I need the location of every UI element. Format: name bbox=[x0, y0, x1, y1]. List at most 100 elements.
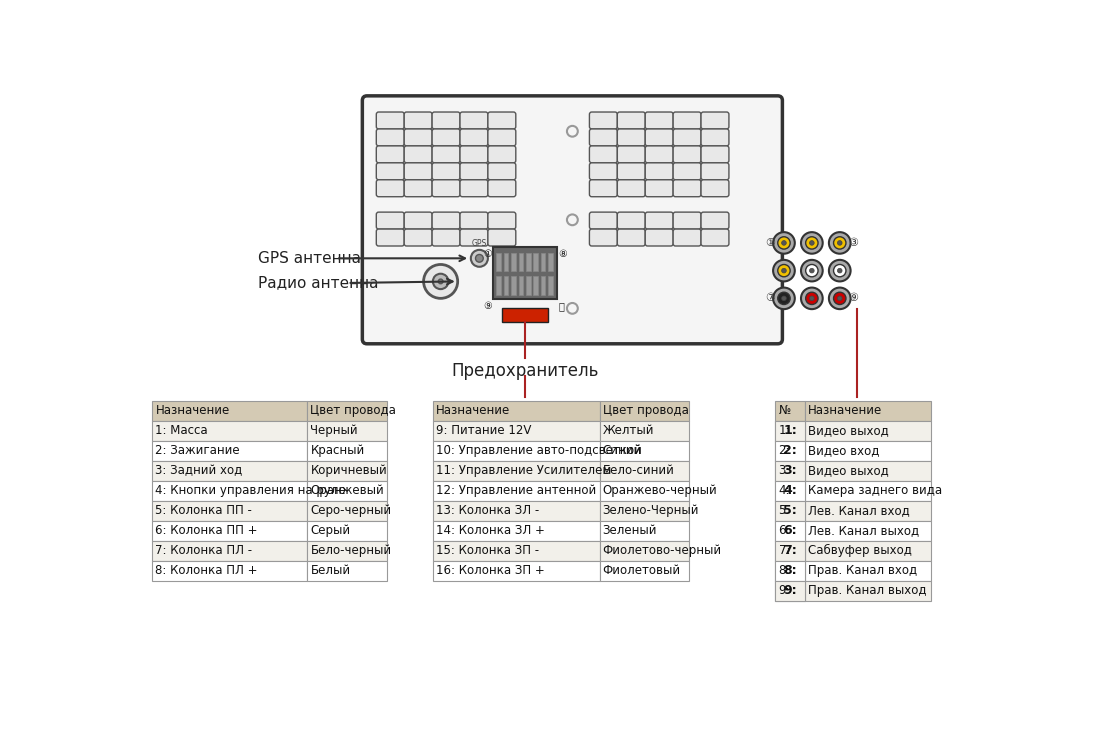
FancyBboxPatch shape bbox=[775, 581, 805, 601]
FancyBboxPatch shape bbox=[589, 129, 618, 146]
FancyBboxPatch shape bbox=[645, 129, 673, 146]
FancyBboxPatch shape bbox=[461, 129, 488, 146]
Text: 9: Питание 12V: 9: Питание 12V bbox=[436, 425, 531, 437]
Text: 6:: 6: bbox=[784, 525, 797, 537]
Circle shape bbox=[470, 250, 488, 267]
FancyBboxPatch shape bbox=[308, 501, 387, 521]
FancyBboxPatch shape bbox=[775, 421, 805, 441]
FancyBboxPatch shape bbox=[775, 561, 805, 581]
Text: 12: Управление антенной: 12: Управление антенной bbox=[436, 485, 597, 497]
Text: Белый: Белый bbox=[310, 565, 351, 577]
FancyBboxPatch shape bbox=[673, 180, 701, 196]
Circle shape bbox=[782, 241, 786, 245]
Text: 1:: 1: bbox=[778, 425, 790, 437]
FancyBboxPatch shape bbox=[673, 163, 701, 180]
FancyBboxPatch shape bbox=[701, 112, 728, 129]
FancyBboxPatch shape bbox=[488, 180, 516, 196]
FancyBboxPatch shape bbox=[618, 212, 645, 229]
Circle shape bbox=[773, 288, 795, 309]
Text: 11: Управление Усилителем: 11: Управление Усилителем bbox=[436, 465, 611, 477]
Circle shape bbox=[837, 296, 842, 301]
FancyBboxPatch shape bbox=[404, 180, 432, 196]
FancyBboxPatch shape bbox=[488, 146, 516, 163]
FancyBboxPatch shape bbox=[461, 229, 488, 246]
FancyBboxPatch shape bbox=[775, 421, 805, 441]
FancyBboxPatch shape bbox=[461, 146, 488, 163]
FancyBboxPatch shape bbox=[432, 146, 461, 163]
FancyBboxPatch shape bbox=[433, 541, 600, 561]
FancyBboxPatch shape bbox=[600, 421, 689, 441]
FancyBboxPatch shape bbox=[645, 180, 673, 196]
FancyBboxPatch shape bbox=[534, 253, 538, 271]
FancyBboxPatch shape bbox=[433, 481, 600, 501]
FancyBboxPatch shape bbox=[432, 180, 461, 196]
Text: Видео вход: Видео вход bbox=[808, 445, 879, 457]
FancyBboxPatch shape bbox=[153, 541, 308, 561]
FancyBboxPatch shape bbox=[404, 112, 432, 129]
FancyBboxPatch shape bbox=[433, 521, 600, 541]
FancyBboxPatch shape bbox=[308, 401, 387, 421]
FancyBboxPatch shape bbox=[600, 401, 689, 421]
FancyBboxPatch shape bbox=[153, 421, 308, 441]
Text: 10: Управление авто-подсветкой: 10: Управление авто-подсветкой bbox=[436, 445, 642, 457]
Text: Видео выход: Видео выход bbox=[808, 425, 889, 437]
Text: Черный: Черный bbox=[310, 425, 358, 437]
FancyBboxPatch shape bbox=[540, 253, 546, 271]
Text: 8: Колонка ПЛ +: 8: Колонка ПЛ + bbox=[155, 565, 258, 577]
Circle shape bbox=[782, 268, 786, 273]
FancyBboxPatch shape bbox=[701, 146, 728, 163]
FancyBboxPatch shape bbox=[501, 308, 548, 322]
FancyBboxPatch shape bbox=[589, 146, 618, 163]
Text: Оранжевый: Оранжевый bbox=[310, 485, 384, 497]
Text: 5:: 5: bbox=[778, 505, 790, 517]
FancyBboxPatch shape bbox=[433, 421, 600, 441]
FancyBboxPatch shape bbox=[432, 129, 461, 146]
Text: 7:: 7: bbox=[784, 545, 797, 557]
Text: Синий: Синий bbox=[602, 445, 642, 457]
Circle shape bbox=[778, 265, 790, 277]
FancyBboxPatch shape bbox=[376, 129, 404, 146]
FancyBboxPatch shape bbox=[488, 163, 516, 180]
FancyBboxPatch shape bbox=[376, 229, 404, 246]
FancyBboxPatch shape bbox=[805, 501, 931, 521]
FancyBboxPatch shape bbox=[600, 501, 689, 521]
Text: Прав. Канал выход: Прав. Канал выход bbox=[808, 585, 927, 597]
FancyBboxPatch shape bbox=[308, 461, 387, 481]
FancyBboxPatch shape bbox=[645, 229, 673, 246]
Text: Предохранитель: Предохранитель bbox=[452, 362, 599, 380]
FancyBboxPatch shape bbox=[618, 180, 645, 196]
Circle shape bbox=[801, 288, 823, 309]
FancyBboxPatch shape bbox=[775, 521, 805, 541]
FancyBboxPatch shape bbox=[775, 501, 805, 521]
FancyBboxPatch shape bbox=[645, 146, 673, 163]
Circle shape bbox=[801, 232, 823, 253]
FancyBboxPatch shape bbox=[308, 561, 387, 581]
Text: Бело-черный: Бело-черный bbox=[310, 545, 392, 557]
Text: 1: Масса: 1: Масса bbox=[155, 425, 208, 437]
FancyBboxPatch shape bbox=[496, 253, 501, 271]
FancyBboxPatch shape bbox=[775, 441, 805, 461]
FancyBboxPatch shape bbox=[404, 229, 432, 246]
FancyBboxPatch shape bbox=[496, 276, 501, 294]
FancyBboxPatch shape bbox=[518, 253, 524, 271]
FancyBboxPatch shape bbox=[673, 112, 701, 129]
Text: Лев. Канал вход: Лев. Канал вход bbox=[808, 505, 910, 517]
Text: Фиолетово-черный: Фиолетово-черный bbox=[602, 545, 722, 557]
FancyBboxPatch shape bbox=[600, 561, 689, 581]
Circle shape bbox=[433, 273, 448, 289]
Text: Лев. Канал выход: Лев. Канал выход bbox=[808, 525, 919, 537]
FancyBboxPatch shape bbox=[645, 112, 673, 129]
Text: Назначение: Назначение bbox=[155, 405, 229, 417]
Text: 6:: 6: bbox=[778, 525, 790, 537]
FancyBboxPatch shape bbox=[153, 481, 308, 501]
Text: 15: Колонка ЗП -: 15: Колонка ЗП - bbox=[436, 545, 539, 557]
FancyBboxPatch shape bbox=[511, 276, 516, 294]
FancyBboxPatch shape bbox=[589, 212, 618, 229]
Text: Зеленый: Зеленый bbox=[602, 525, 658, 537]
Circle shape bbox=[773, 232, 795, 253]
Text: Коричневый: Коричневый bbox=[310, 465, 387, 477]
Text: Радио антенна: Радио антенна bbox=[259, 276, 379, 290]
Text: Назначение: Назначение bbox=[808, 405, 882, 417]
FancyBboxPatch shape bbox=[153, 561, 308, 581]
FancyBboxPatch shape bbox=[673, 129, 701, 146]
